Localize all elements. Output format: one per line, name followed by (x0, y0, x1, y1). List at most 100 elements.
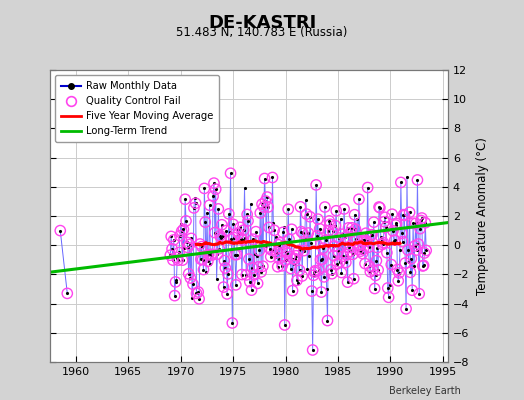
Point (320, 274, 328, 280)
Point (408, 287, 417, 294)
Point (314, 216, 322, 222)
Point (354, 246, 362, 253)
Point (222, 227, 231, 234)
Point (330, 252, 338, 259)
Point (265, 224, 273, 231)
Point (321, 204, 329, 210)
Point (212, 186, 220, 192)
Point (276, 240, 285, 246)
Point (412, 247, 421, 253)
Point (184, 271, 193, 277)
Point (374, 267, 383, 273)
Point (297, 228, 305, 235)
Point (207, 251, 215, 258)
Point (311, 268, 320, 274)
Point (309, 347, 317, 353)
Point (239, 227, 248, 233)
Point (333, 261, 341, 267)
Point (364, 244, 373, 250)
Point (185, 241, 194, 248)
Point (388, 211, 396, 217)
Point (171, 279, 180, 285)
Point (393, 266, 401, 273)
Point (204, 258, 212, 264)
Point (178, 257, 187, 263)
Point (417, 217, 425, 224)
Point (363, 238, 371, 244)
Point (401, 260, 409, 266)
Point (258, 201, 266, 207)
Point (284, 206, 292, 212)
Point (308, 288, 316, 294)
Point (318, 256, 326, 262)
Point (170, 237, 178, 243)
Point (375, 204, 383, 210)
Point (418, 215, 426, 221)
Point (307, 240, 315, 246)
Point (280, 322, 289, 328)
Point (238, 237, 247, 243)
Point (411, 220, 420, 227)
Point (217, 235, 225, 241)
Point (228, 320, 236, 326)
Point (223, 291, 231, 297)
Point (319, 245, 328, 251)
Text: 51.483 N, 140.783 E (Russia): 51.483 N, 140.783 E (Russia) (176, 26, 348, 39)
Point (237, 235, 245, 242)
Point (351, 226, 359, 232)
Point (183, 244, 192, 251)
Point (277, 245, 286, 251)
Point (173, 254, 181, 261)
Point (257, 269, 265, 275)
Point (360, 237, 368, 244)
Point (275, 256, 283, 262)
Point (419, 263, 427, 269)
Point (409, 220, 417, 226)
Point (345, 244, 354, 251)
Point (399, 212, 408, 218)
Point (178, 228, 186, 234)
Point (356, 248, 365, 254)
Point (390, 237, 399, 243)
Point (406, 209, 414, 216)
Point (392, 220, 401, 227)
Point (286, 254, 294, 260)
Point (168, 246, 176, 252)
Point (359, 246, 367, 252)
Point (220, 284, 228, 290)
Point (217, 222, 226, 228)
Point (397, 179, 405, 186)
Point (420, 250, 429, 256)
Point (249, 236, 257, 242)
Point (316, 256, 325, 263)
Point (416, 226, 424, 232)
Point (260, 175, 269, 182)
Point (330, 243, 339, 249)
Point (181, 196, 189, 202)
Point (255, 247, 264, 254)
Point (304, 230, 312, 236)
Point (254, 280, 262, 286)
Point (215, 246, 223, 252)
Point (415, 290, 423, 297)
Point (256, 210, 265, 216)
Point (282, 249, 291, 255)
Point (332, 208, 341, 214)
Point (387, 261, 396, 268)
Point (242, 272, 250, 278)
Point (191, 200, 200, 206)
Point (214, 206, 223, 212)
Point (378, 241, 387, 248)
Point (216, 232, 224, 239)
Point (310, 269, 319, 275)
Point (372, 258, 380, 264)
Point (192, 290, 201, 296)
Point (325, 218, 333, 224)
Point (361, 260, 369, 267)
Point (291, 256, 299, 262)
Point (347, 229, 355, 236)
Point (183, 239, 191, 246)
Point (236, 224, 244, 230)
Point (314, 267, 323, 273)
Point (351, 212, 359, 218)
